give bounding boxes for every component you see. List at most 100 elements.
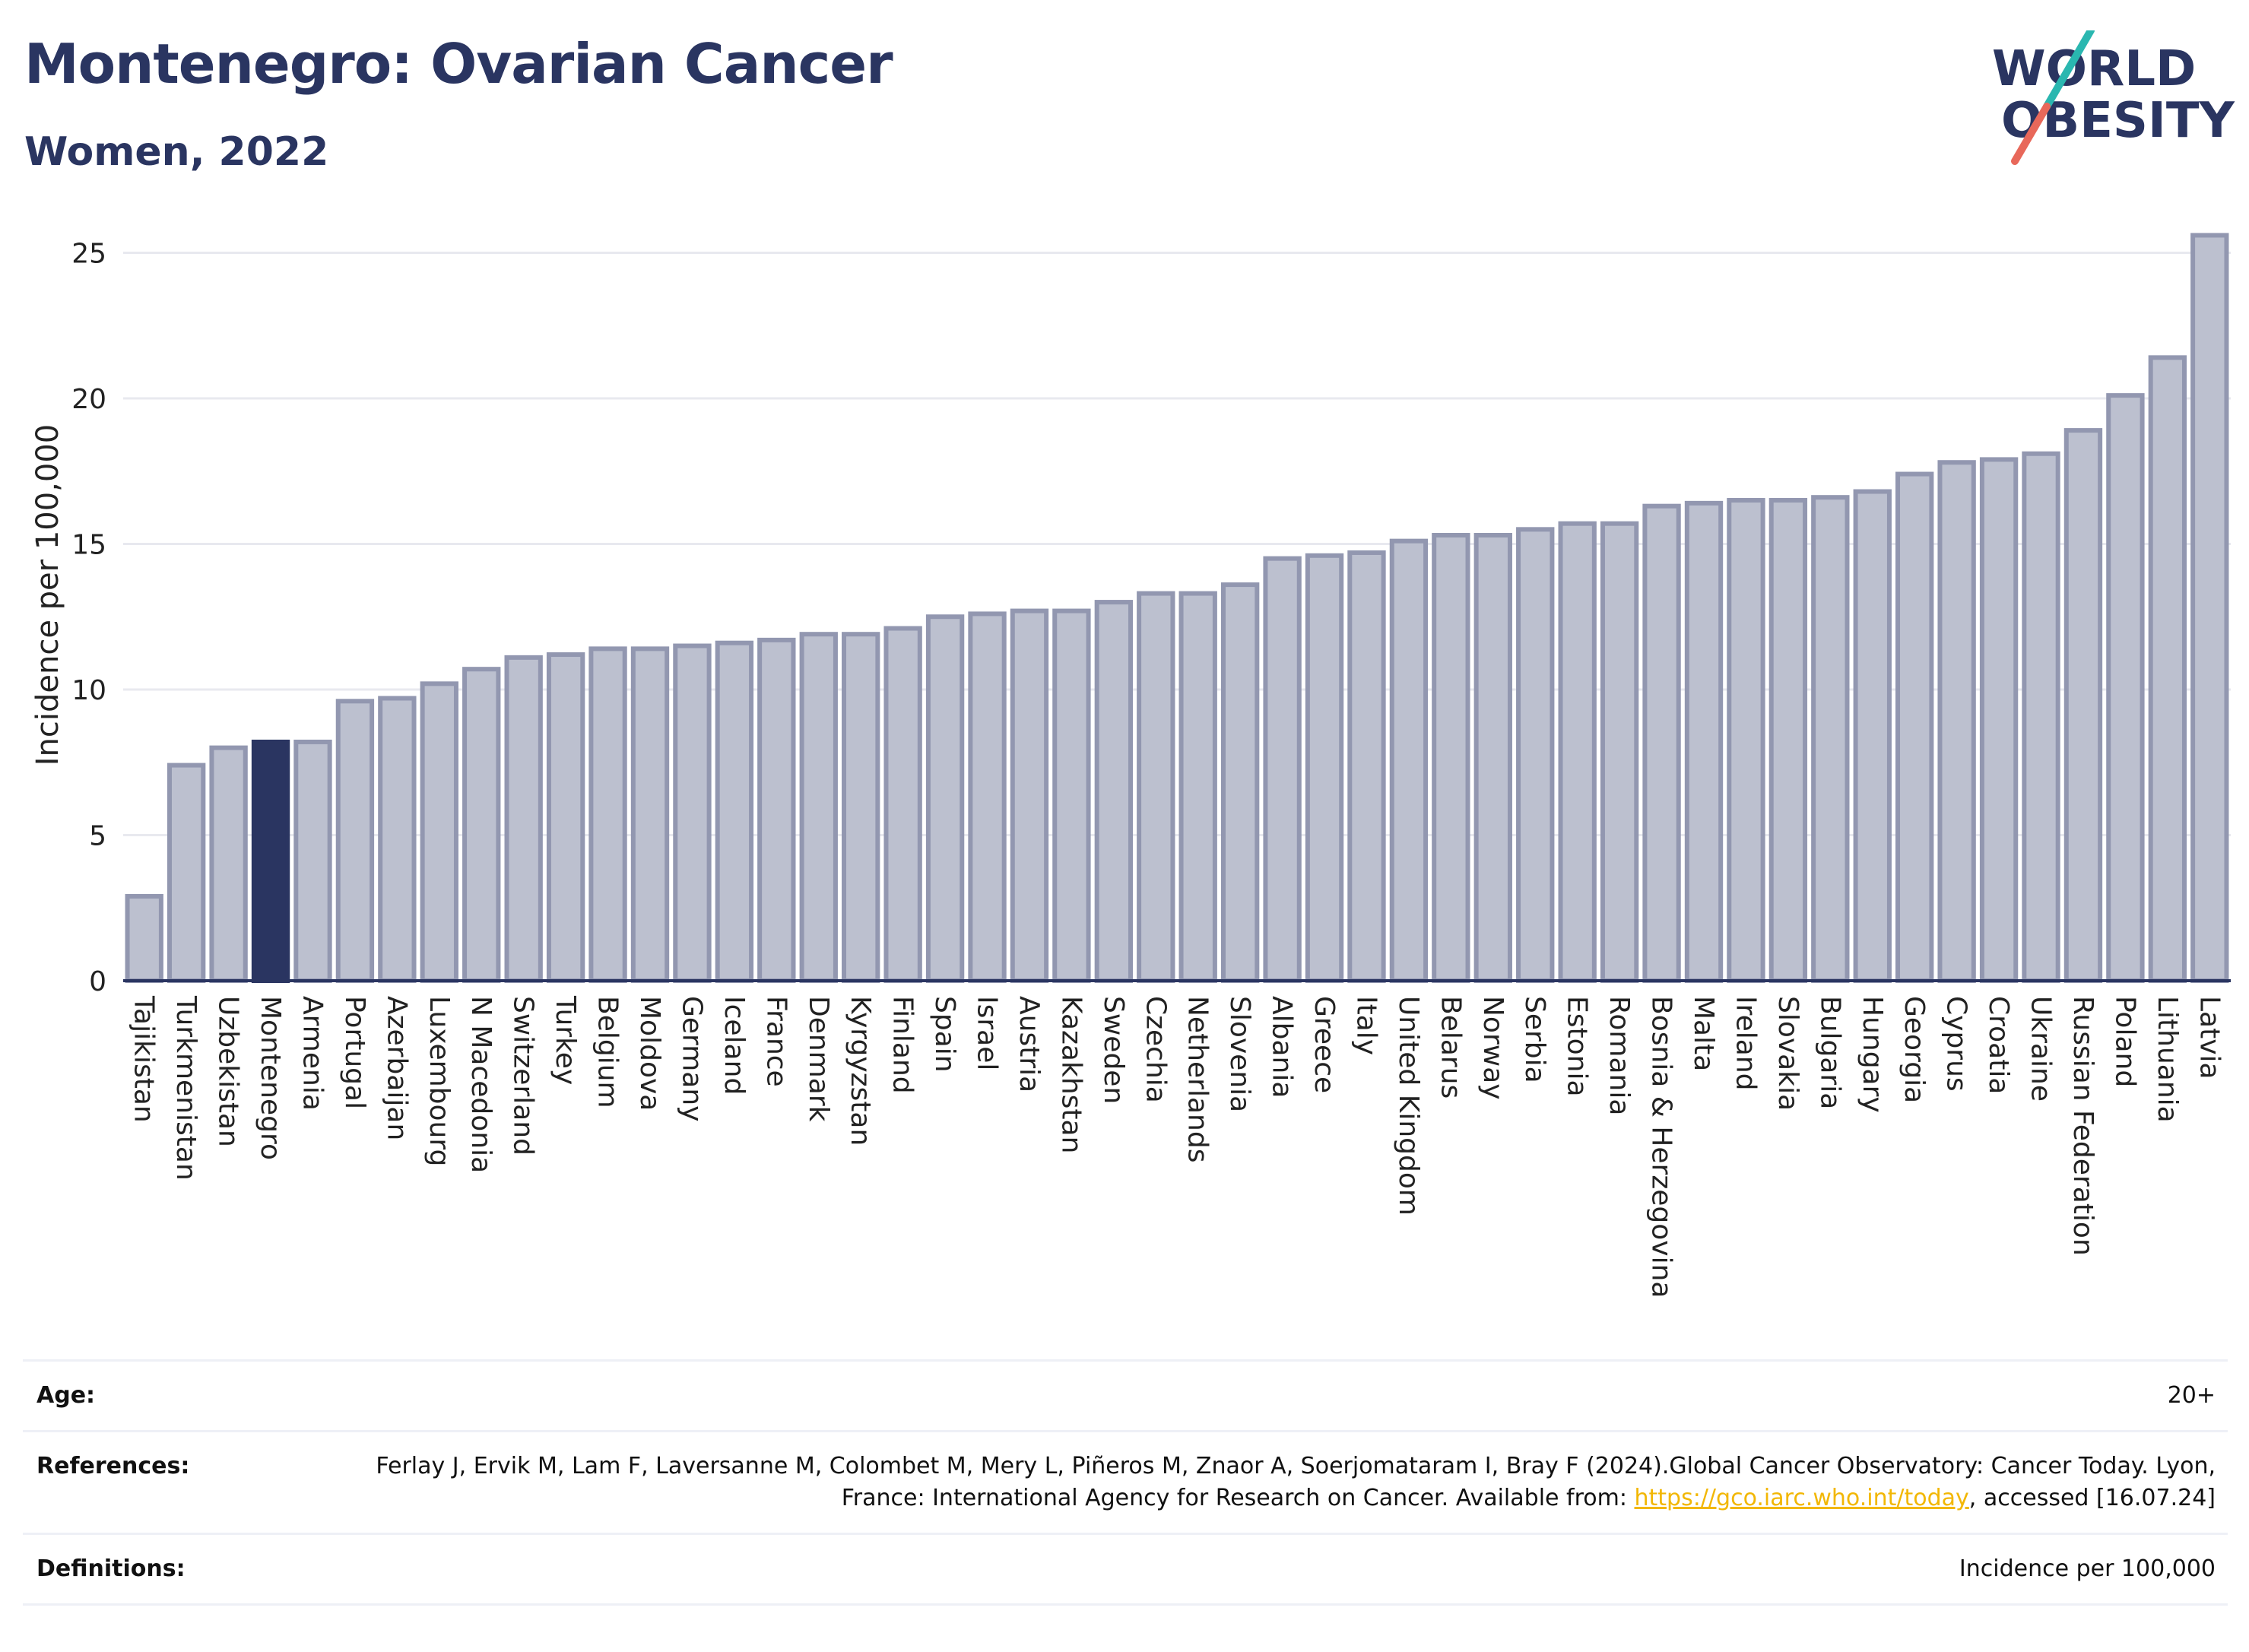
bar-malta	[1684, 500, 1724, 983]
bar-switzerland	[504, 655, 543, 983]
x-tick-label: Finland	[887, 996, 918, 1094]
bar-ireland	[1727, 498, 1765, 983]
y-tick-label: 10	[71, 675, 106, 706]
references-suffix: , accessed [16.07.24]	[1968, 1485, 2216, 1511]
x-tick-label: Kazakhstan	[1055, 996, 1086, 1153]
x-tick-label: Spain	[929, 996, 960, 1073]
bar-hungary	[1853, 489, 1892, 983]
x-tick-label: N Macedonia	[465, 996, 496, 1173]
bar-armenia	[293, 739, 332, 983]
bar-turkey	[546, 652, 585, 983]
bar-latvia	[2190, 233, 2229, 984]
world-obesity-logo: WORLD OBESITY	[1992, 30, 2235, 165]
x-tick-label: Ireland	[1730, 996, 1761, 1091]
bar-austria	[1010, 608, 1049, 983]
x-tick-label: Uzbekistan	[213, 996, 244, 1147]
x-tick-label: Slovenia	[1224, 996, 1255, 1112]
bar-slovenia	[1220, 582, 1260, 983]
references-link[interactable]: https://gco.iarc.who.int/today	[1634, 1485, 1969, 1511]
x-tick-label: Turkmenistan	[170, 995, 201, 1181]
y-tick-label: 15	[71, 529, 106, 560]
x-tick-label: Sweden	[1098, 996, 1129, 1104]
x-tick-label: Poland	[2109, 996, 2140, 1087]
bar-albania	[1263, 556, 1302, 984]
definitions-value: Incidence per 100,000	[341, 1533, 2228, 1606]
bar-belgium	[588, 646, 627, 984]
x-tick-label: Ukraine	[2025, 996, 2057, 1102]
logo-line1: WORLD	[1992, 41, 2196, 97]
x-tick-label: Turkey	[550, 995, 581, 1085]
bar-finland	[883, 626, 922, 983]
bar-iceland	[715, 640, 754, 983]
bar-lithuania	[2148, 355, 2187, 984]
x-tick-label: Estonia	[1562, 996, 1593, 1097]
x-tick-label: Italy	[1350, 996, 1381, 1055]
x-tick-label: Norway	[1477, 996, 1508, 1100]
x-tick-label: Greece	[1308, 996, 1340, 1093]
bar-united-kingdom	[1389, 538, 1429, 984]
page-title: Montenegro: Ovarian Cancer	[24, 32, 893, 96]
x-tick-label: Netherlands	[1182, 996, 1213, 1162]
x-tick-label: Azerbaijan	[381, 996, 412, 1140]
x-tick-label: Bosnia & Herzegovina	[1646, 996, 1677, 1298]
bar-norway	[1473, 532, 1512, 983]
age-row: Age: 20+	[23, 1359, 2228, 1432]
references-value: Ferlay J, Ervik M, Lam F, Laversanne M, …	[341, 1430, 2228, 1535]
bar-serbia	[1516, 527, 1555, 983]
bar-italy	[1347, 550, 1386, 983]
age-label: Age:	[23, 1359, 341, 1432]
bar-kyrgyzstan	[842, 632, 880, 983]
bar-georgia	[1895, 471, 1934, 983]
x-tick-label: Tajikistan	[128, 995, 160, 1123]
logo-slash-teal	[2043, 30, 2095, 110]
bar-azerbaijan	[378, 696, 417, 983]
x-tick-label: Croatia	[1983, 996, 2014, 1094]
bar-czechia	[1137, 591, 1175, 983]
x-tick-label: Georgia	[1898, 996, 1930, 1103]
bar-chart: 0 5 10 15 20 25 Incidence per 100,000 Tajikista…	[30, 233, 2231, 1298]
x-tick-label: Kyrgyzstan	[845, 996, 876, 1146]
y-tick-label: 5	[89, 820, 106, 851]
x-tick-label: Luxembourg	[423, 996, 455, 1166]
x-tick-label: Romania	[1603, 996, 1635, 1115]
x-tick-label: Serbia	[1519, 996, 1550, 1083]
x-tick-label: Malta	[1688, 996, 1719, 1071]
bar-sweden	[1094, 600, 1134, 984]
bar-kazakhstan	[1052, 608, 1091, 983]
definitions-row: Definitions: Incidence per 100,000	[23, 1533, 2228, 1606]
x-tick-label: Germany	[676, 996, 707, 1121]
y-tick-label: 0	[89, 966, 106, 997]
x-tick-label: France	[760, 996, 791, 1087]
age-value: 20+	[341, 1359, 2228, 1432]
page-subtitle: Women, 2022	[24, 129, 329, 175]
x-tick-label: Russian Federation	[2067, 996, 2098, 1256]
bar-estonia	[1558, 521, 1597, 983]
x-tick-label: Switzerland	[508, 996, 539, 1156]
bar-luxembourg	[420, 681, 458, 983]
y-axis-label: Incidence per 100,000	[30, 424, 65, 766]
logo-slash-coral	[2011, 103, 2051, 165]
y-tick-label: 25	[71, 238, 106, 269]
x-tick-label: Armenia	[297, 996, 328, 1111]
x-tick-label: Slovakia	[1772, 996, 1803, 1111]
y-tick-label: 20	[71, 384, 106, 415]
bar-turkmenistan	[167, 763, 206, 983]
bar-montenegro	[251, 739, 290, 983]
x-tick-label: Denmark	[803, 996, 834, 1122]
definitions-label: Definitions:	[23, 1533, 341, 1606]
x-tick-label: Lithuania	[2152, 996, 2183, 1123]
bar-denmark	[799, 632, 838, 983]
bar-slovakia	[1768, 498, 1808, 983]
bar-france	[757, 637, 796, 983]
bar-croatia	[1979, 457, 2019, 983]
references-label: References:	[23, 1430, 341, 1535]
bar-bulgaria	[1811, 495, 1850, 984]
x-tick-label: Iceland	[718, 996, 750, 1095]
bar-spain	[925, 614, 965, 984]
x-tick-label: Albania	[1267, 996, 1298, 1098]
info-table: Age: 20+ References: Ferlay J, Ervik M, …	[23, 1359, 2228, 1606]
bar-israel	[968, 611, 1007, 983]
bar-tajikistan	[125, 893, 163, 983]
x-tick-label: Bulgaria	[1814, 996, 1845, 1109]
x-tick-label: Portugal	[339, 996, 370, 1109]
